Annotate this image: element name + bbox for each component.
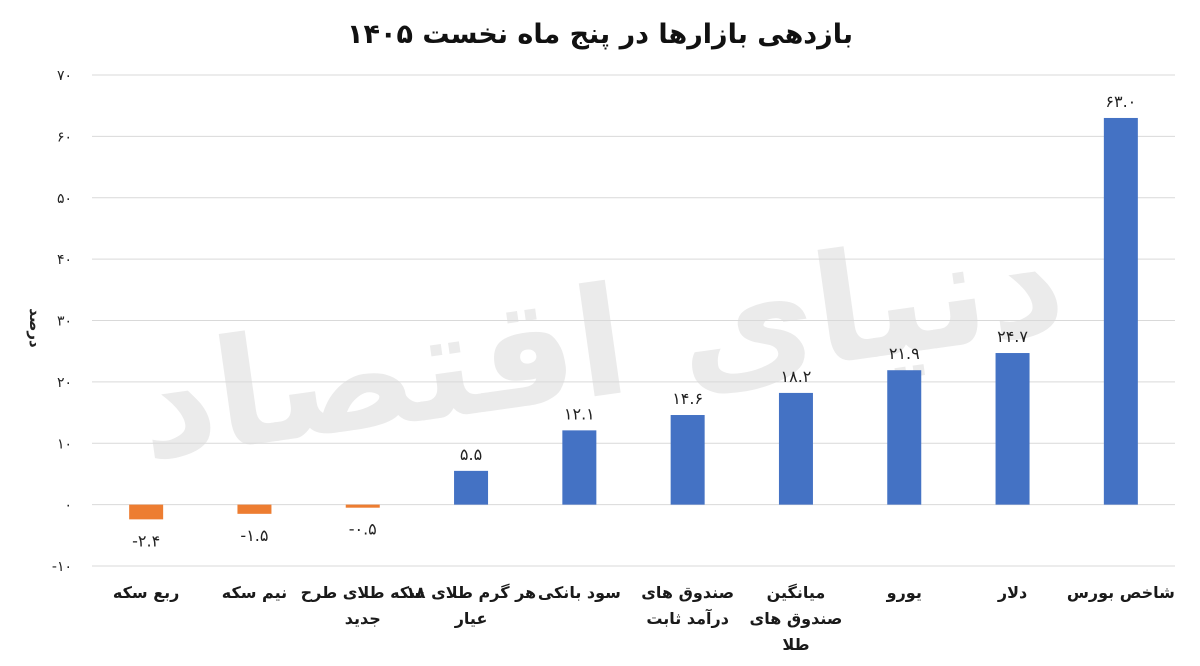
data-label: ۶۳.۰ xyxy=(1105,92,1136,111)
y-axis-label: درصد xyxy=(26,308,44,348)
bar xyxy=(887,370,922,505)
y-tick-label: -۱۰ xyxy=(52,559,72,575)
data-label: -۱.۵ xyxy=(240,526,268,545)
bar xyxy=(454,470,489,505)
y-tick-label: ۴۰ xyxy=(57,252,72,268)
y-tick-label: ۲۰ xyxy=(57,375,72,391)
y-axis-ticks: -۱۰ ۰ ۱۰ ۲۰ ۳۰ ۴۰ ۵۰ ۶۰ ۷۰ xyxy=(52,68,72,575)
y-tick-label: ۱۰ xyxy=(57,436,72,452)
category-label: طلا xyxy=(782,635,809,654)
category-label: صندوق های xyxy=(641,583,734,602)
category-label: هر گرم طلای ۱۸ xyxy=(406,583,536,602)
bar xyxy=(778,392,813,505)
bar xyxy=(129,504,164,520)
y-tick-label: ۶۰ xyxy=(57,129,72,145)
data-label: ۱۴.۶ xyxy=(672,389,703,408)
data-label: ۱۲.۱ xyxy=(564,404,595,423)
watermark-text: دنیای اقتصاد xyxy=(127,193,1075,495)
category-label: شاخص بورس xyxy=(1067,583,1175,602)
bar xyxy=(670,415,705,505)
watermark-logo: دنیای اقتصاد xyxy=(127,193,1075,495)
category-label: صندوق های xyxy=(750,609,843,628)
chart-title: بازدهی بازارها در پنج ماه نخست ۱۴۰۵ xyxy=(347,19,853,50)
data-label: ۲۴.۷ xyxy=(997,327,1028,346)
bar xyxy=(345,504,380,508)
category-label: یورو xyxy=(886,583,922,602)
y-tick-label: ۳۰ xyxy=(57,314,72,330)
category-label: نیم سکه xyxy=(222,583,287,602)
gridlines xyxy=(92,74,1175,567)
data-label: ۱۸.۲ xyxy=(781,367,812,386)
category-label: جدید xyxy=(345,609,381,628)
data-labels: ۶۳.۰ ۲۴.۷ ۲۱.۹ ۱۸.۲ ۱۴.۶ ۱۲.۱ ۵.۵ -۰.۵ -۱.۵ -۲.۴ xyxy=(132,92,1136,550)
data-label: -۰.۵ xyxy=(349,520,377,539)
category-label: ربع سکه xyxy=(113,583,179,602)
y-tick-label: ۰ xyxy=(64,498,72,514)
y-tick-label: ۷۰ xyxy=(57,68,72,84)
category-label: درآمد ثابت xyxy=(646,608,729,628)
bar xyxy=(237,504,272,514)
data-label: -۲.۴ xyxy=(132,531,160,550)
data-label: ۲۱.۹ xyxy=(889,344,920,363)
data-label: ۵.۵ xyxy=(460,445,482,464)
category-label: دلار xyxy=(997,583,1027,602)
bar xyxy=(1103,117,1138,505)
bars xyxy=(129,117,1138,520)
category-label: سود بانکی xyxy=(538,583,621,602)
bar xyxy=(562,430,597,505)
category-label: میانگین xyxy=(767,583,826,602)
y-tick-label: ۵۰ xyxy=(57,191,72,207)
bar xyxy=(995,353,1030,505)
category-label: عیار xyxy=(454,609,488,628)
category-label: سکه طلای طرح xyxy=(301,583,425,602)
category-labels: شاخص بورس دلار یورو میانگین صندوق های طلا صندو… xyxy=(113,583,1175,654)
